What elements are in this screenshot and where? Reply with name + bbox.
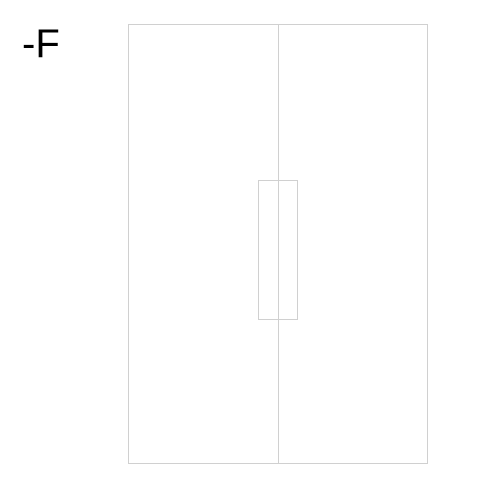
diagram-label: -F [22,22,60,67]
inner-rectangle [258,180,298,320]
